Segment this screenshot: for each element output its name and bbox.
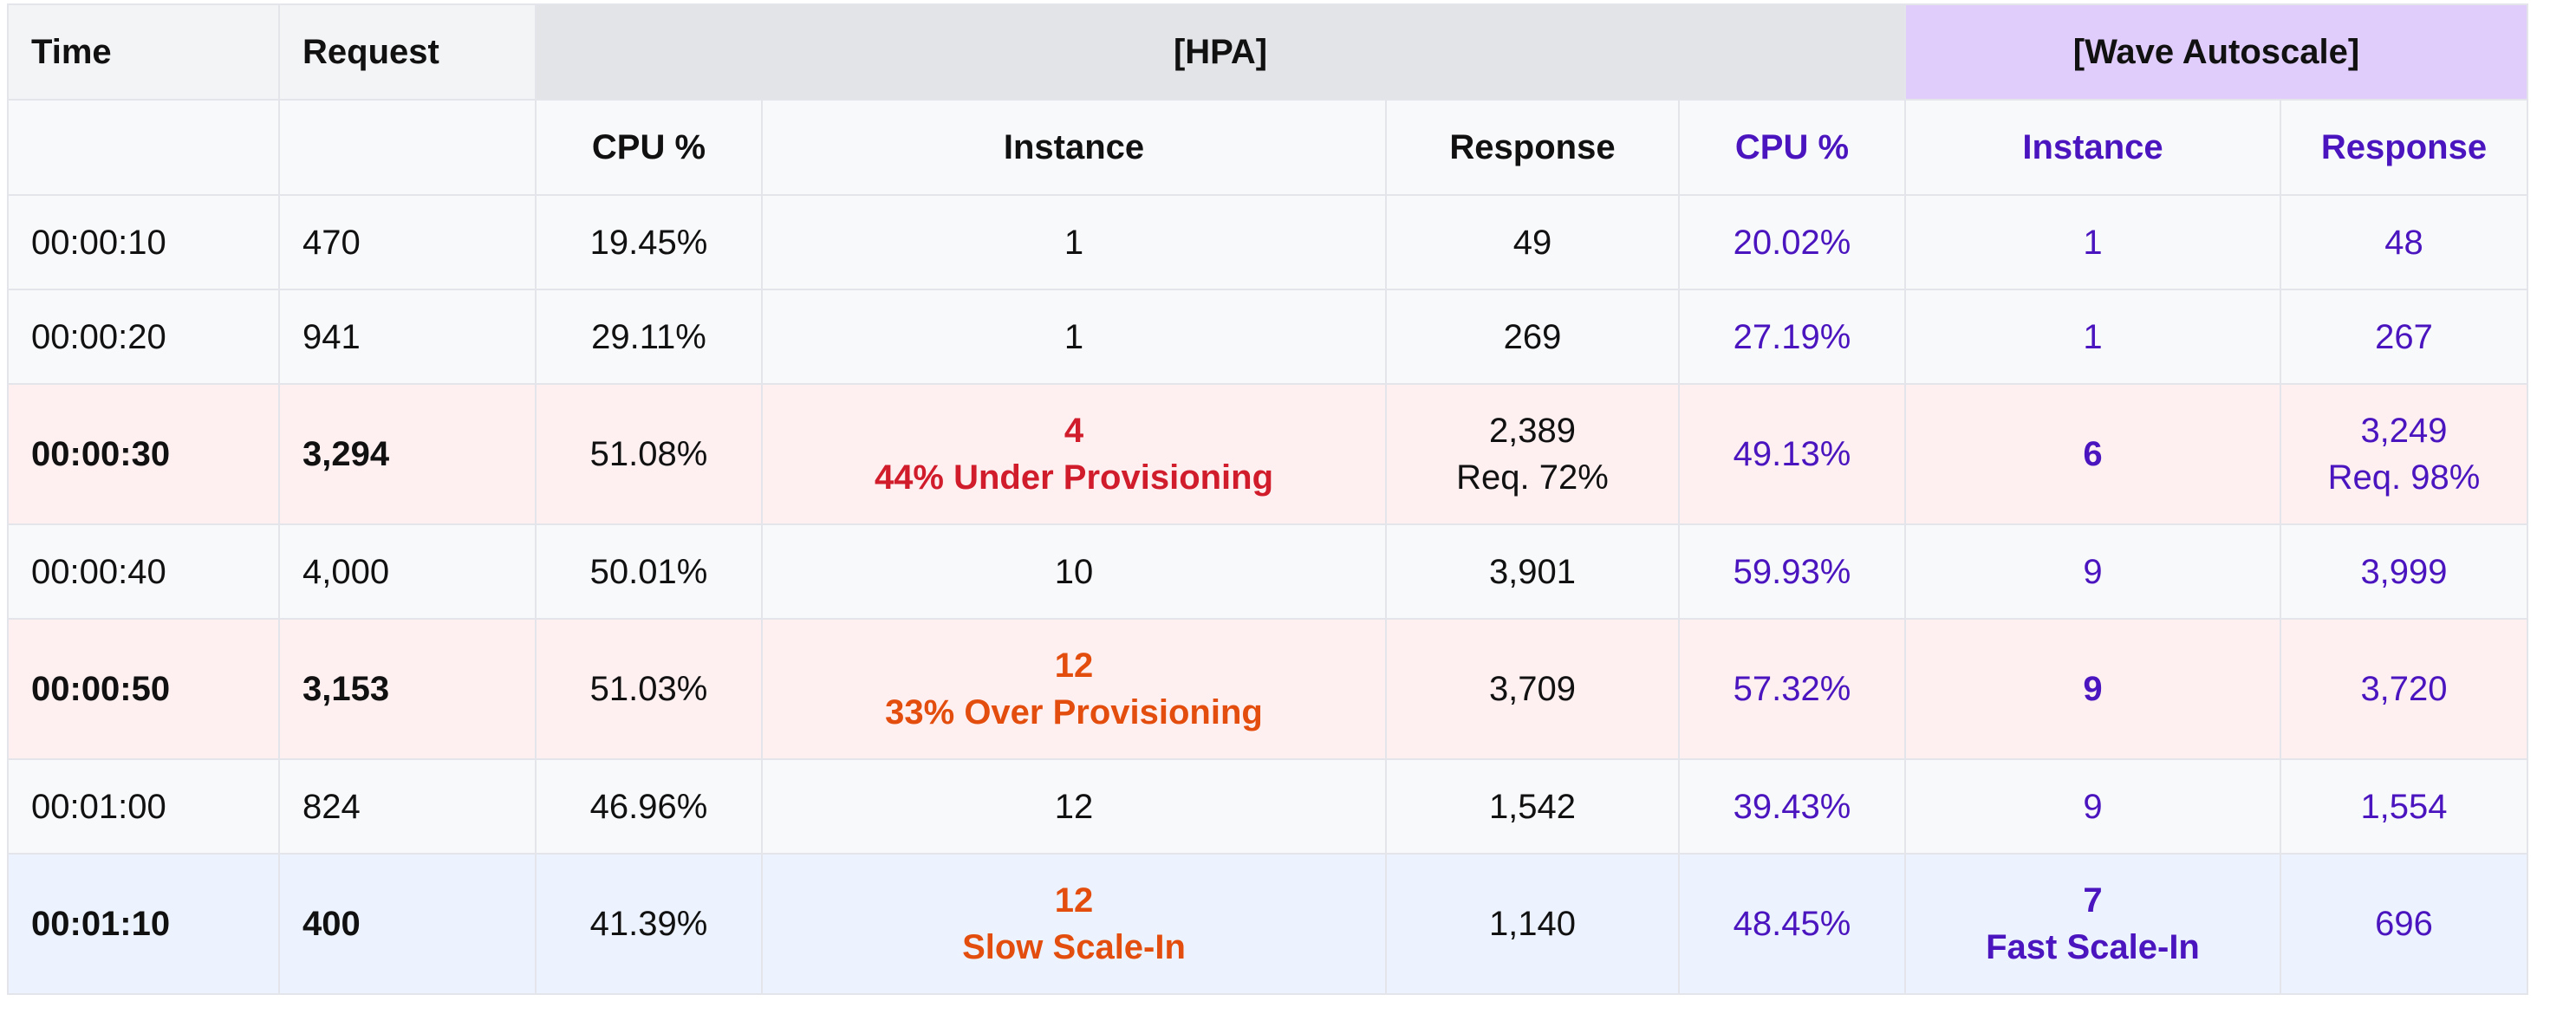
- cell-wave-cpu: 57.32%: [1678, 618, 1906, 760]
- col-header-wave-response: Response: [2280, 99, 2528, 196]
- col-header-wave-cpu: CPU %: [1678, 99, 1906, 196]
- cell-hpa-cpu: 29.11%: [535, 289, 763, 385]
- slow-scale-in-note: Slow Scale-In: [962, 928, 1186, 966]
- cell-wave-response: 1,554: [2280, 758, 2528, 855]
- cell-hpa-response: 269: [1385, 289, 1680, 385]
- under-provisioning-note: 44% Under Provisioning: [874, 458, 1274, 497]
- over-provisioning-note: 33% Over Provisioning: [885, 693, 1263, 731]
- cell-request: 941: [278, 289, 537, 385]
- subheader-row: CPU % Instance Response CPU % Instance R…: [7, 99, 2528, 196]
- cell-wave-response: 3,249 Req. 98%: [2280, 383, 2528, 525]
- cell-hpa-instance: 12 Slow Scale-In: [761, 853, 1387, 995]
- cell-wave-instance: 1: [1904, 194, 2281, 290]
- cell-hpa-response: 1,542: [1385, 758, 1680, 855]
- group-header-wave-autoscale: [Wave Autoscale]: [1904, 3, 2528, 101]
- cell-time: 00:00:20: [7, 289, 280, 385]
- cell-wave-response: 267: [2280, 289, 2528, 385]
- cell-time: 00:01:10: [7, 853, 280, 995]
- cell-hpa-cpu: 46.96%: [535, 758, 763, 855]
- cell-hpa-instance: 4 44% Under Provisioning: [761, 383, 1387, 525]
- cell-hpa-response: 2,389 Req. 72%: [1385, 383, 1680, 525]
- cell-hpa-response: 3,709: [1385, 618, 1680, 760]
- cell-wave-instance: 9: [1904, 618, 2281, 760]
- cell-time: 00:00:10: [7, 194, 280, 290]
- wave-response-note: Req. 98%: [2327, 458, 2481, 497]
- cell-request: 3,294: [278, 383, 537, 525]
- col-header-wave-instance: Instance: [1904, 99, 2281, 196]
- cell-time: 00:01:00: [7, 758, 280, 855]
- col-header-request: Request: [278, 3, 537, 101]
- table-row: 00:01:00 824 46.96% 12 1,542 39.43% 9 1,…: [7, 758, 2528, 855]
- cell-wave-cpu: 49.13%: [1678, 383, 1906, 525]
- col-header-time: Time: [7, 3, 280, 101]
- table-row: 00:00:40 4,000 50.01% 10 3,901 59.93% 9 …: [7, 523, 2528, 620]
- cell-wave-cpu: 39.43%: [1678, 758, 1906, 855]
- subheader-empty-request: [278, 99, 537, 196]
- col-header-hpa-response: Response: [1385, 99, 1680, 196]
- cell-request: 4,000: [278, 523, 537, 620]
- cell-wave-instance: 1: [1904, 289, 2281, 385]
- hpa-instance-value: 4: [1064, 412, 1084, 450]
- group-header-hpa: [HPA]: [535, 3, 1906, 101]
- cell-time: 00:00:40: [7, 523, 280, 620]
- cell-wave-response: 3,999: [2280, 523, 2528, 620]
- subheader-empty-time: [7, 99, 280, 196]
- cell-hpa-cpu: 51.08%: [535, 383, 763, 525]
- cell-request: 470: [278, 194, 537, 290]
- hpa-instance-value: 12: [1054, 647, 1094, 685]
- col-header-hpa-cpu: CPU %: [535, 99, 763, 196]
- cell-hpa-instance: 1: [761, 194, 1387, 290]
- fast-scale-in-note: Fast Scale-In: [1986, 928, 2200, 966]
- table-row-scale-in: 00:01:10 400 41.39% 12 Slow Scale-In 1,1…: [7, 853, 2528, 995]
- group-header-row: Time Request [HPA] [Wave Autoscale]: [7, 3, 2528, 101]
- cell-wave-response: 3,720: [2280, 618, 2528, 760]
- hpa-response-note: Req. 72%: [1456, 458, 1609, 497]
- cell-wave-instance: 9: [1904, 523, 2281, 620]
- cell-hpa-instance: 12: [761, 758, 1387, 855]
- cell-wave-instance: 9: [1904, 758, 2281, 855]
- cell-wave-cpu: 48.45%: [1678, 853, 1906, 995]
- cell-hpa-instance: 1: [761, 289, 1387, 385]
- cell-wave-response: 696: [2280, 853, 2528, 995]
- table-row-under-provisioning: 00:00:30 3,294 51.08% 4 44% Under Provis…: [7, 383, 2528, 525]
- table-row: 00:00:10 470 19.45% 1 49 20.02% 1 48: [7, 194, 2528, 290]
- cell-wave-response: 48: [2280, 194, 2528, 290]
- cell-hpa-response: 1,140: [1385, 853, 1680, 995]
- cell-hpa-cpu: 19.45%: [535, 194, 763, 290]
- cell-hpa-cpu: 50.01%: [535, 523, 763, 620]
- cell-wave-instance: 7 Fast Scale-In: [1904, 853, 2281, 995]
- cell-time: 00:00:50: [7, 618, 280, 760]
- cell-wave-cpu: 27.19%: [1678, 289, 1906, 385]
- cell-request: 3,153: [278, 618, 537, 760]
- cell-time: 00:00:30: [7, 383, 280, 525]
- cell-request: 400: [278, 853, 537, 995]
- table-row-over-provisioning: 00:00:50 3,153 51.03% 12 33% Over Provis…: [7, 618, 2528, 760]
- col-header-hpa-instance: Instance: [761, 99, 1387, 196]
- cell-request: 824: [278, 758, 537, 855]
- cell-hpa-cpu: 41.39%: [535, 853, 763, 995]
- autoscale-comparison-table: Time Request [HPA] [Wave Autoscale] CPU …: [7, 3, 2528, 995]
- wave-instance-value: 7: [2083, 881, 2103, 920]
- cell-hpa-cpu: 51.03%: [535, 618, 763, 760]
- table-row: 00:00:20 941 29.11% 1 269 27.19% 1 267: [7, 289, 2528, 385]
- cell-wave-instance: 6: [1904, 383, 2281, 525]
- wave-response-value: 3,249: [2360, 412, 2448, 450]
- wave-instance-value: 6: [2083, 435, 2103, 473]
- cell-hpa-instance: 10: [761, 523, 1387, 620]
- wave-instance-value: 9: [2083, 670, 2103, 708]
- cell-wave-cpu: 59.93%: [1678, 523, 1906, 620]
- hpa-instance-value: 12: [1054, 881, 1094, 920]
- cell-hpa-response: 49: [1385, 194, 1680, 290]
- cell-hpa-response: 3,901: [1385, 523, 1680, 620]
- cell-wave-cpu: 20.02%: [1678, 194, 1906, 290]
- hpa-response-value: 2,389: [1488, 412, 1577, 450]
- cell-hpa-instance: 12 33% Over Provisioning: [761, 618, 1387, 760]
